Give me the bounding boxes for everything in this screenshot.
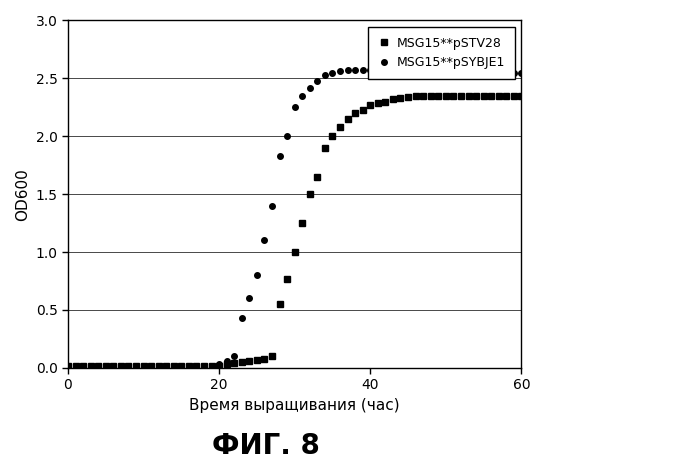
MSG15**pSTV28: [170, 363, 178, 368]
MSG15**pSYBJE1: [343, 67, 352, 73]
MSG15**pSTV28: [517, 93, 526, 99]
MSG15**pSYBJE1: [305, 85, 314, 90]
MSG15**pSYBJE1: [222, 358, 231, 364]
MSG15**pSYBJE1: [336, 69, 344, 74]
MSG15**pSTV28: [336, 124, 344, 130]
MSG15**pSYBJE1: [64, 363, 72, 368]
MSG15**pSTV28: [464, 93, 473, 99]
MSG15**pSTV28: [222, 362, 231, 367]
X-axis label: Время выращивания (час): Время выращивания (час): [189, 398, 400, 413]
MSG15**pSYBJE1: [170, 363, 178, 368]
Line: MSG15**pSTV28: MSG15**pSTV28: [65, 93, 524, 368]
Y-axis label: OD600: OD600: [15, 168, 30, 220]
MSG15**pSTV28: [305, 192, 314, 197]
MSG15**pSTV28: [64, 363, 72, 368]
MSG15**pSYBJE1: [517, 70, 526, 75]
Text: ФИГ. 8: ФИГ. 8: [212, 432, 319, 460]
Line: MSG15**pSYBJE1: MSG15**pSYBJE1: [65, 67, 524, 368]
Legend: MSG15**pSTV28, MSG15**pSYBJE1: MSG15**pSTV28, MSG15**pSYBJE1: [368, 27, 515, 79]
MSG15**pSTV28: [154, 363, 163, 368]
MSG15**pSYBJE1: [154, 363, 163, 368]
MSG15**pSYBJE1: [464, 70, 473, 75]
MSG15**pSTV28: [412, 93, 420, 99]
